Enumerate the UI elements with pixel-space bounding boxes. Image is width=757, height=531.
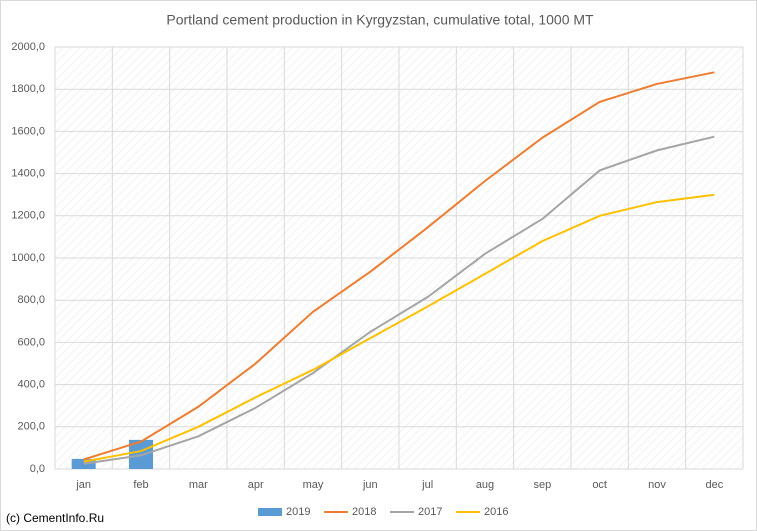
y-tick-label: 2000,0 — [11, 41, 45, 53]
x-tick-label: jan — [75, 479, 91, 491]
x-tick-label: oct — [592, 479, 607, 491]
y-tick-label: 0,0 — [30, 463, 45, 475]
y-tick-label: 1200,0 — [11, 210, 45, 222]
x-tick-label: dec — [705, 479, 723, 491]
y-tick-label: 1000,0 — [11, 252, 45, 264]
line — [83, 135, 715, 465]
x-tick-label: apr — [248, 479, 264, 491]
line — [83, 193, 715, 463]
x-tick-label: jul — [421, 479, 433, 491]
bar — [71, 458, 96, 469]
legend-label: 2016 — [484, 506, 508, 518]
x-tick-label: aug — [476, 479, 494, 491]
x-tick-label: nov — [648, 479, 666, 491]
y-tick-label: 800,0 — [17, 294, 45, 306]
x-tick-label: may — [303, 479, 324, 491]
chart-title: Portland cement production in Kyrgyzstan… — [166, 12, 594, 28]
legend-swatch — [258, 508, 282, 516]
y-tick-label: 1400,0 — [11, 168, 45, 180]
y-tick-label: 200,0 — [17, 421, 45, 433]
line — [83, 71, 715, 461]
y-tick-label: 1800,0 — [11, 83, 45, 95]
legend-label: 2018 — [352, 506, 376, 518]
x-tick-label: jun — [362, 479, 378, 491]
x-tick-label: sep — [533, 479, 551, 491]
x-tick-label: mar — [189, 479, 208, 491]
watermark: (c) CementInfo.Ru — [6, 511, 104, 525]
legend-label: 2019 — [286, 506, 310, 518]
y-tick-label: 600,0 — [17, 336, 45, 348]
x-tick-label: feb — [133, 479, 148, 491]
y-tick-label: 1600,0 — [11, 125, 45, 137]
y-tick-label: 400,0 — [17, 379, 45, 391]
legend-label: 2017 — [418, 506, 442, 518]
